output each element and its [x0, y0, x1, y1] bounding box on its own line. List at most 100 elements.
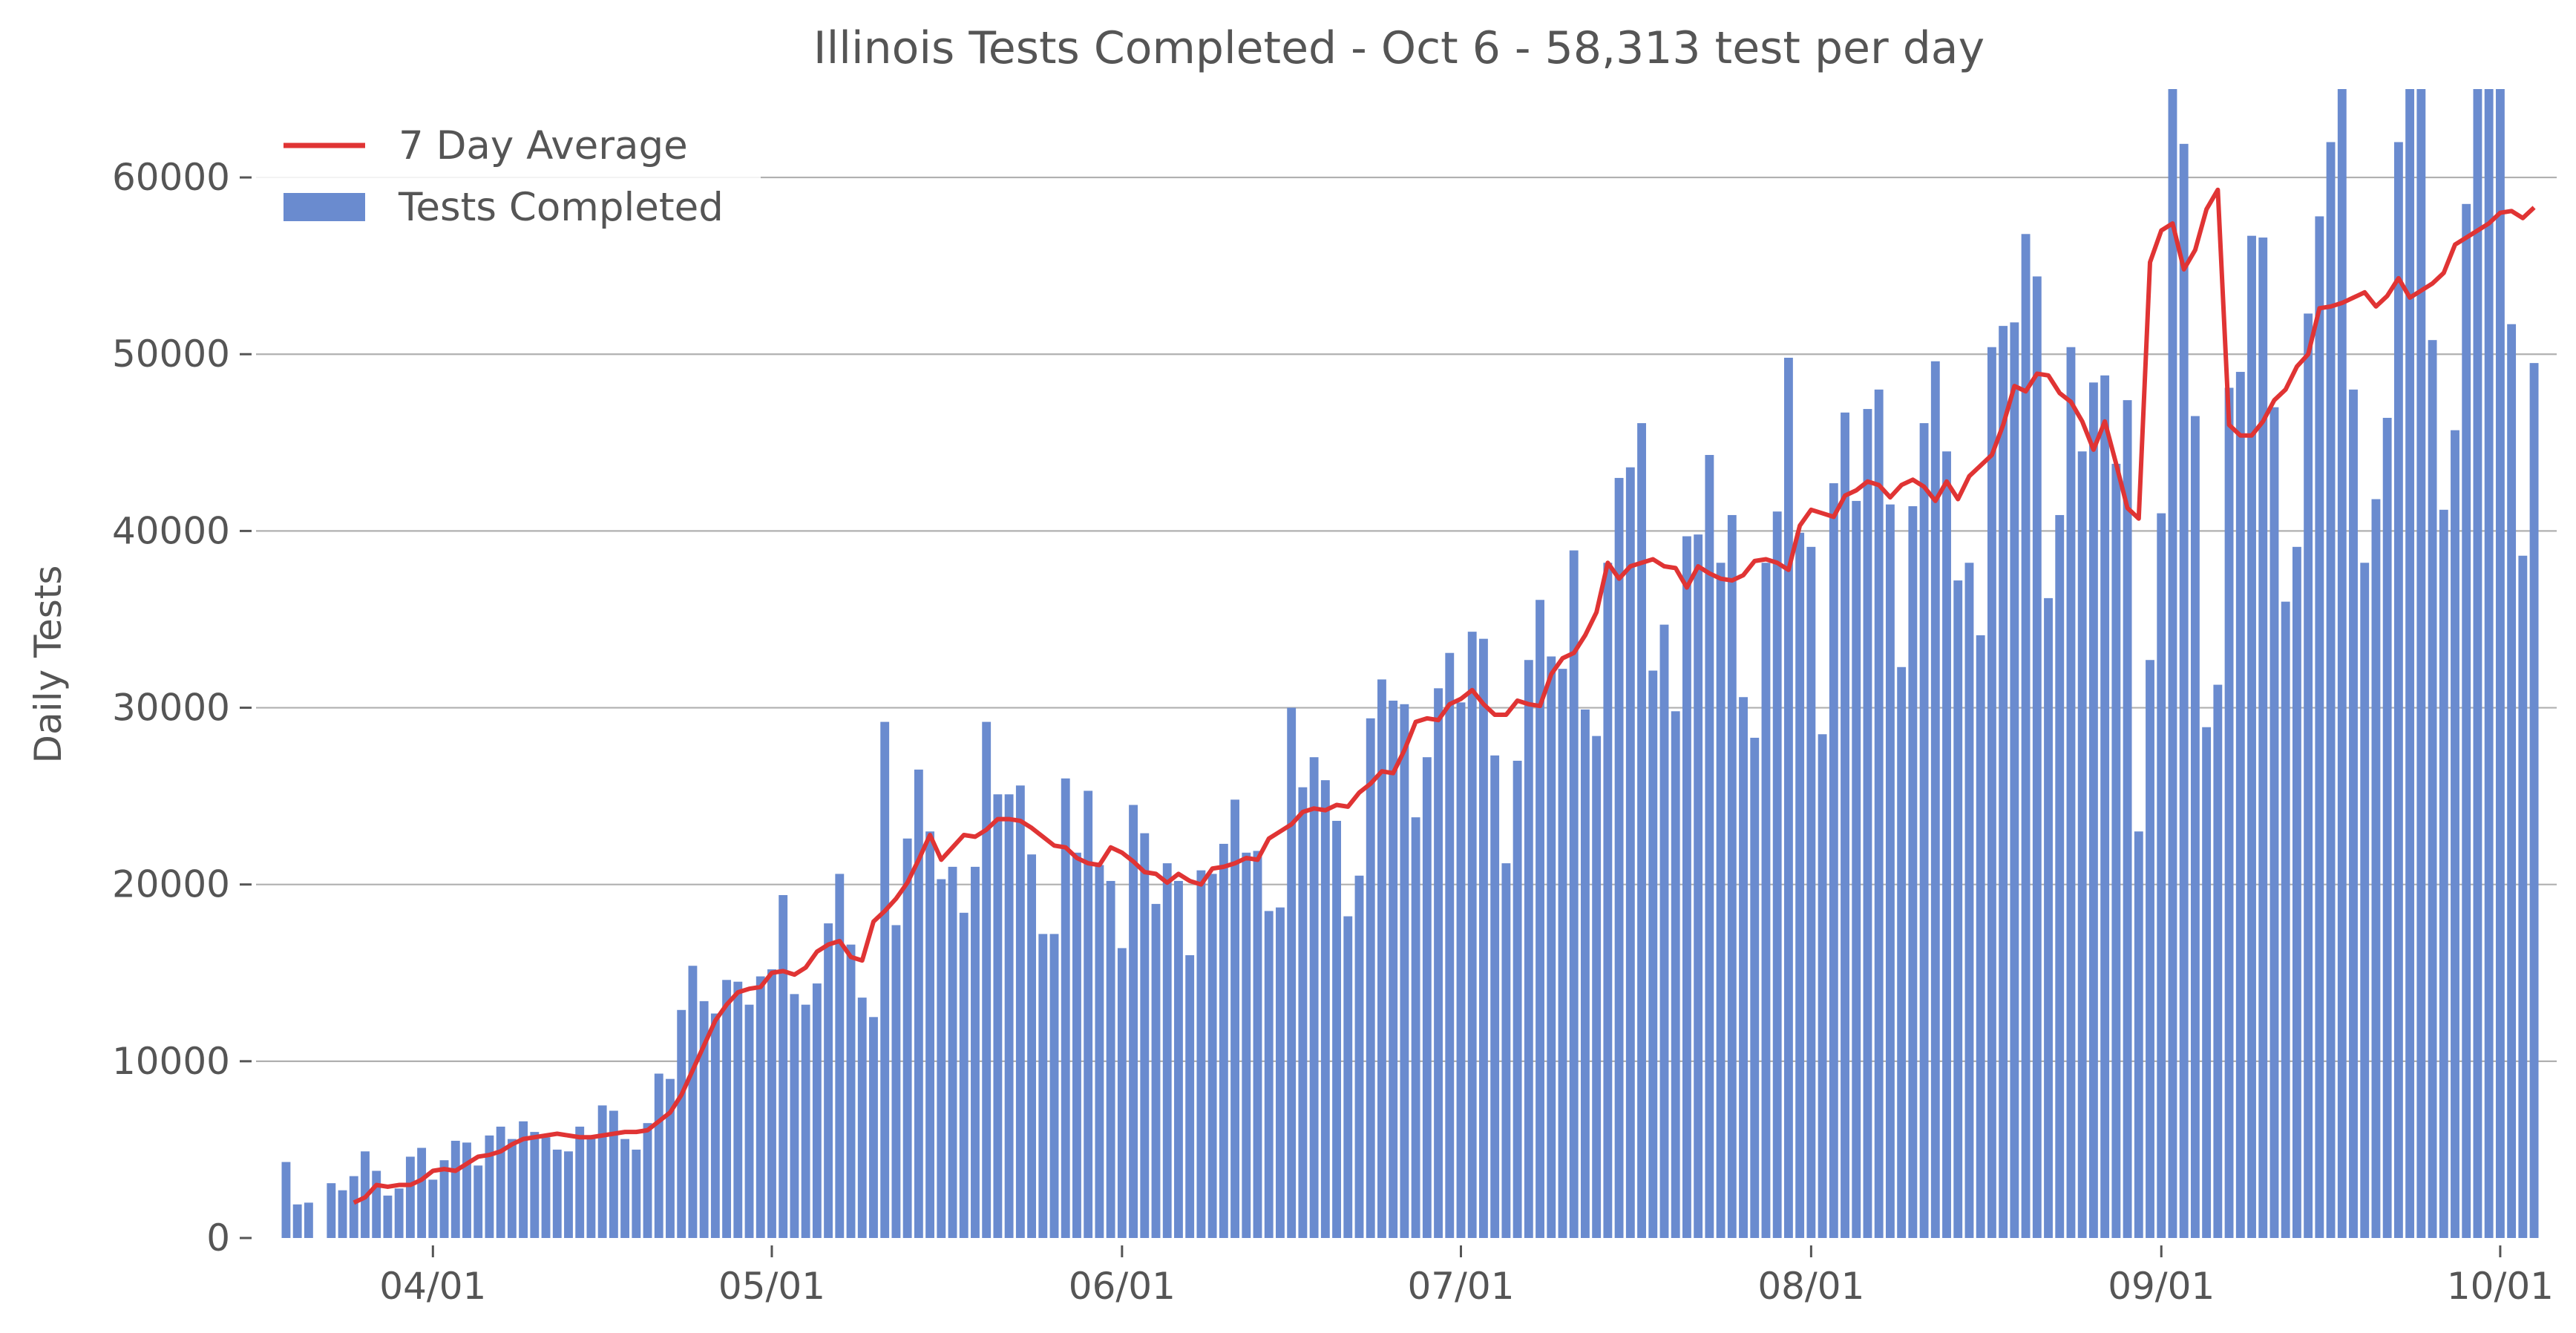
bar	[2382, 417, 2392, 1238]
bar	[812, 983, 822, 1238]
bar	[2146, 660, 2154, 1238]
bar	[744, 1004, 754, 1238]
bar	[925, 831, 935, 1238]
bar	[835, 874, 845, 1238]
bar	[327, 1183, 336, 1238]
bar	[575, 1126, 585, 1238]
bar	[1004, 794, 1014, 1238]
x-tick-label: 04/01	[379, 1265, 486, 1308]
bar	[1795, 532, 1805, 1238]
x-axis: 04/01 05/01 06/01 07/01 08/01 09/01 10/01	[379, 1245, 2554, 1308]
bar	[1987, 347, 1996, 1239]
bar	[450, 1141, 460, 1238]
bar	[2484, 89, 2494, 1238]
bar	[914, 769, 923, 1238]
bar	[2044, 597, 2053, 1238]
bar	[937, 879, 946, 1238]
bar	[1264, 911, 1274, 1238]
y-tick-label: 10000	[112, 1040, 230, 1083]
bar	[2157, 513, 2166, 1238]
y-tick-label: 50000	[112, 333, 230, 376]
bar	[1885, 504, 1895, 1238]
bar	[2529, 363, 2539, 1238]
bar	[338, 1190, 347, 1238]
bar	[1411, 817, 1420, 1238]
bar	[767, 969, 776, 1238]
bar	[2168, 89, 2177, 1238]
bar	[1964, 563, 1974, 1238]
bar	[2235, 372, 2245, 1238]
bar	[1976, 635, 1985, 1238]
bar	[1863, 409, 1872, 1238]
bar	[846, 944, 856, 1238]
bar	[405, 1156, 415, 1238]
y-tick-label: 0	[206, 1216, 230, 1260]
bar	[1320, 780, 1330, 1238]
y-tick-label: 60000	[112, 156, 230, 199]
x-tick-label: 08/01	[1757, 1265, 1864, 1308]
bar	[1603, 563, 1613, 1238]
bar	[2010, 322, 2019, 1238]
bar	[959, 912, 969, 1238]
bar	[1547, 656, 1556, 1238]
bar	[2416, 89, 2426, 1238]
bar	[891, 925, 901, 1238]
bar	[1287, 707, 1297, 1238]
y-tick-label: 40000	[112, 509, 230, 552]
y-axis-label: Daily Tests	[27, 566, 70, 764]
bar	[1332, 820, 1341, 1238]
bar	[993, 794, 1003, 1238]
bar	[530, 1132, 540, 1238]
bar	[756, 976, 765, 1238]
bar	[2315, 216, 2324, 1239]
bar	[2021, 234, 2031, 1238]
bar	[2055, 514, 2065, 1238]
bar	[1027, 854, 1037, 1238]
bar	[439, 1160, 449, 1238]
bar	[2451, 430, 2459, 1238]
bar	[1343, 916, 1353, 1238]
bar	[677, 1009, 686, 1238]
bar	[2269, 407, 2279, 1239]
bar	[1705, 454, 1714, 1238]
bar	[349, 1176, 358, 1238]
bar	[1366, 718, 1375, 1238]
bar	[304, 1202, 313, 1238]
bar	[1783, 357, 1793, 1238]
bar	[292, 1204, 302, 1238]
bar	[1614, 477, 1624, 1239]
legend-label-average: 7 Day Average	[399, 123, 688, 168]
bar	[2371, 499, 2381, 1238]
bar	[1219, 843, 1228, 1238]
bar	[1467, 632, 1477, 1238]
bar	[710, 1013, 720, 1238]
bar	[1874, 389, 1884, 1238]
bar	[1558, 669, 1567, 1238]
bar	[688, 966, 698, 1238]
bar	[541, 1137, 551, 1238]
bar	[597, 1105, 607, 1238]
bar	[1242, 852, 1251, 1238]
y-tick-label: 30000	[112, 687, 230, 730]
bar	[1185, 954, 1195, 1238]
y-axis: 0 10000 20000 30000 40000 50000 60000	[112, 156, 252, 1260]
bar	[1569, 550, 1579, 1238]
legend-bar-swatch	[284, 193, 365, 221]
bar	[462, 1142, 471, 1238]
y-tick-label: 20000	[112, 863, 230, 906]
bar	[1389, 701, 1398, 1238]
bar	[564, 1151, 573, 1238]
bar	[1174, 880, 1183, 1238]
bar	[1129, 805, 1138, 1238]
bar	[2473, 89, 2482, 1238]
bar	[1659, 624, 1669, 1238]
bar	[733, 981, 743, 1238]
bar	[2066, 347, 2076, 1239]
bar	[2123, 400, 2132, 1238]
bar	[2393, 142, 2403, 1239]
bar-series	[281, 89, 2539, 1239]
bar	[1581, 709, 1590, 1238]
bar	[1682, 536, 1691, 1238]
bar	[586, 1137, 596, 1238]
